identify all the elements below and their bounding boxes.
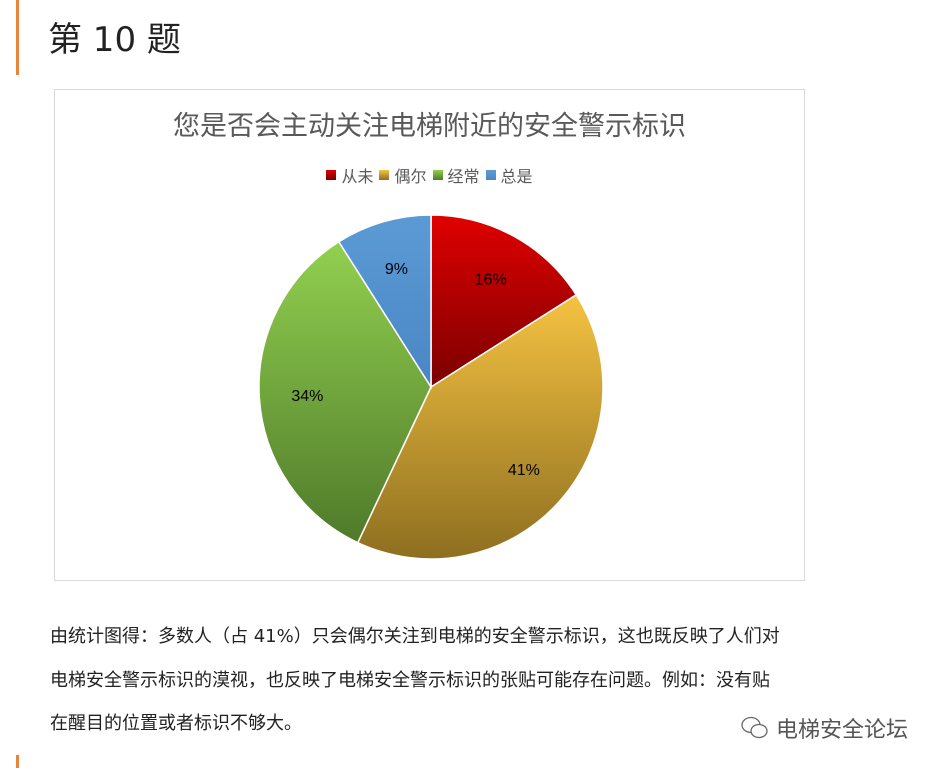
pie-svg: 16% 41% 34% 9%: [258, 214, 604, 560]
legend-swatch: [326, 170, 337, 180]
legend-swatch: [485, 170, 496, 180]
legend-item: 从未: [326, 163, 373, 187]
pie-slice-偶尔: [356, 293, 604, 560]
legend-label: 偶尔: [394, 167, 427, 186]
legend-label: 总是: [500, 167, 533, 186]
section-heading: 第 10 题: [48, 20, 181, 60]
accent-bar-bottom: [16, 755, 19, 768]
paragraph-line-1: 由统计图得：多数人（占 41%）只会偶尔关注到电梯的安全警示标识，这也既反映了人…: [50, 626, 780, 647]
data-label: 9%: [385, 261, 408, 278]
data-label: 34%: [291, 388, 323, 405]
paragraph-line-2: 电梯安全警示标识的漠视，也反映了电梯安全警示标识的张贴可能存在问题。例如：没有贴: [50, 670, 770, 691]
chart-legend: 从未 偶尔 经常 总是: [55, 163, 804, 187]
legend-item: 偶尔: [379, 163, 427, 187]
pie-slice-总是: [337, 214, 432, 390]
legend-label: 经常: [447, 167, 480, 186]
pie-slice-从未: [430, 214, 578, 389]
chart-title: 您是否会主动关注电梯附近的安全警示标识: [173, 111, 686, 142]
wechat-icon: [741, 716, 768, 739]
pie-slice-经常: [258, 240, 432, 544]
legend-item: 经常: [432, 163, 480, 187]
pie-chart: 您是否会主动关注电梯附近的安全警示标识 从未 偶尔 经常 总是 16% 41% 34% 9%: [54, 89, 805, 581]
legend-swatch: [379, 170, 390, 180]
legend-swatch: [432, 170, 443, 180]
data-label: 16%: [475, 271, 507, 288]
watermark-text: 电梯安全论坛: [776, 718, 909, 743]
legend-item: 总是: [485, 163, 533, 187]
data-label: 41%: [508, 462, 540, 479]
accent-bar-top: [16, 0, 19, 75]
paragraph-line-3: 在醒目的位置或者标识不够大。: [50, 713, 302, 734]
legend-label: 从未: [341, 167, 374, 186]
watermark: 电梯安全论坛: [740, 712, 908, 744]
